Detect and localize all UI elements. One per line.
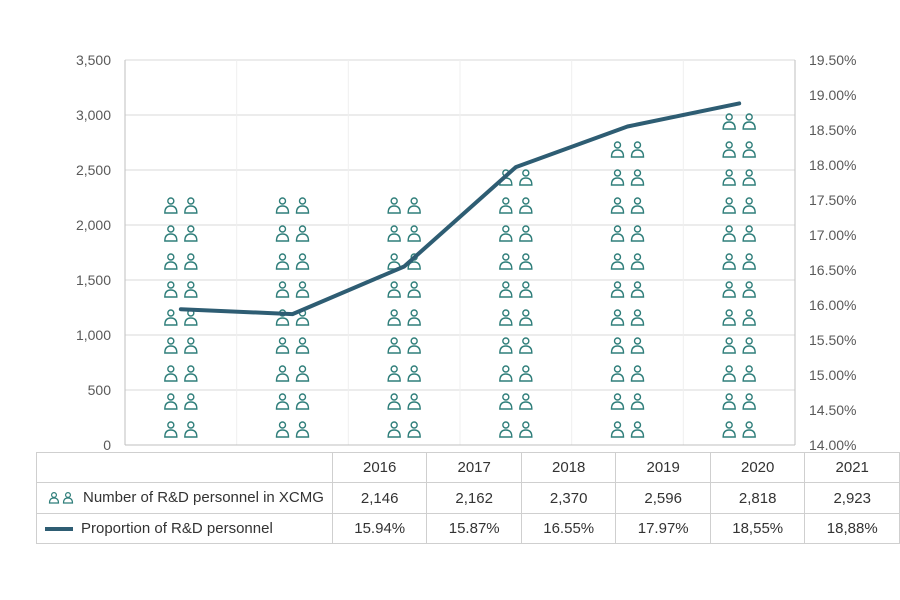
svg-text:19.00%: 19.00% bbox=[809, 87, 856, 103]
svg-text:17.50%: 17.50% bbox=[809, 192, 856, 208]
series-label-text: Number of R&D personnel in XCMG bbox=[83, 489, 324, 506]
number-cell: 2,146 bbox=[332, 483, 427, 514]
svg-text:15.00%: 15.00% bbox=[809, 367, 856, 383]
number-cell: 2,162 bbox=[427, 483, 522, 514]
number-cell: 2,596 bbox=[616, 483, 711, 514]
number-cell: 2,370 bbox=[521, 483, 616, 514]
proportion-cell: 15.94% bbox=[332, 514, 427, 544]
year-header: 2016 bbox=[332, 453, 427, 483]
svg-text:1,000: 1,000 bbox=[76, 327, 111, 343]
svg-text:3,500: 3,500 bbox=[76, 52, 111, 68]
series-label-proportion: Proportion of R&D personnel bbox=[37, 514, 333, 544]
year-header: 2020 bbox=[710, 453, 805, 483]
chart-container: 0 500 1,000 1,500 2,000 2,500 3,000 3,500 14.00%… bbox=[0, 0, 900, 600]
data-table: 201620172018201920202021 Number of R&D p… bbox=[36, 452, 900, 544]
svg-text:17.00%: 17.00% bbox=[809, 227, 856, 243]
svg-text:15.50%: 15.50% bbox=[809, 332, 856, 348]
svg-text:14.00%: 14.00% bbox=[809, 437, 856, 453]
proportion-cell: 17.97% bbox=[616, 514, 711, 544]
number-cell: 2,923 bbox=[805, 483, 900, 514]
year-header: 2017 bbox=[427, 453, 522, 483]
svg-text:0: 0 bbox=[103, 437, 111, 453]
proportion-cell: 16.55% bbox=[521, 514, 616, 544]
table-header-row: 201620172018201920202021 bbox=[37, 453, 900, 483]
year-header: 2019 bbox=[616, 453, 711, 483]
proportion-cell: 18,55% bbox=[710, 514, 805, 544]
svg-text:1,500: 1,500 bbox=[76, 272, 111, 288]
line-legend-icon bbox=[45, 527, 73, 531]
table-row: Proportion of R&D personnel15.94%15.87%1… bbox=[37, 514, 900, 544]
svg-text:19.50%: 19.50% bbox=[809, 52, 856, 68]
svg-text:2,000: 2,000 bbox=[76, 217, 111, 233]
table-corner-cell bbox=[37, 453, 333, 483]
proportion-cell: 15.87% bbox=[427, 514, 522, 544]
table-row: Number of R&D personnel in XCMG 2,1462,16… bbox=[37, 483, 900, 514]
svg-text:18.00%: 18.00% bbox=[809, 157, 856, 173]
svg-text:2,500: 2,500 bbox=[76, 162, 111, 178]
svg-text:16.50%: 16.50% bbox=[809, 262, 856, 278]
svg-text:500: 500 bbox=[88, 382, 112, 398]
svg-text:16.00%: 16.00% bbox=[809, 297, 856, 313]
svg-text:3,000: 3,000 bbox=[76, 107, 111, 123]
series-label-number: Number of R&D personnel in XCMG bbox=[37, 483, 333, 514]
year-header: 2021 bbox=[805, 453, 900, 483]
series-label-text: Proportion of R&D personnel bbox=[81, 520, 273, 537]
number-cell: 2,818 bbox=[710, 483, 805, 514]
personnel-icon bbox=[45, 489, 77, 507]
svg-text:14.50%: 14.50% bbox=[809, 402, 856, 418]
proportion-cell: 18,88% bbox=[805, 514, 900, 544]
svg-text:18.50%: 18.50% bbox=[809, 122, 856, 138]
year-header: 2018 bbox=[521, 453, 616, 483]
